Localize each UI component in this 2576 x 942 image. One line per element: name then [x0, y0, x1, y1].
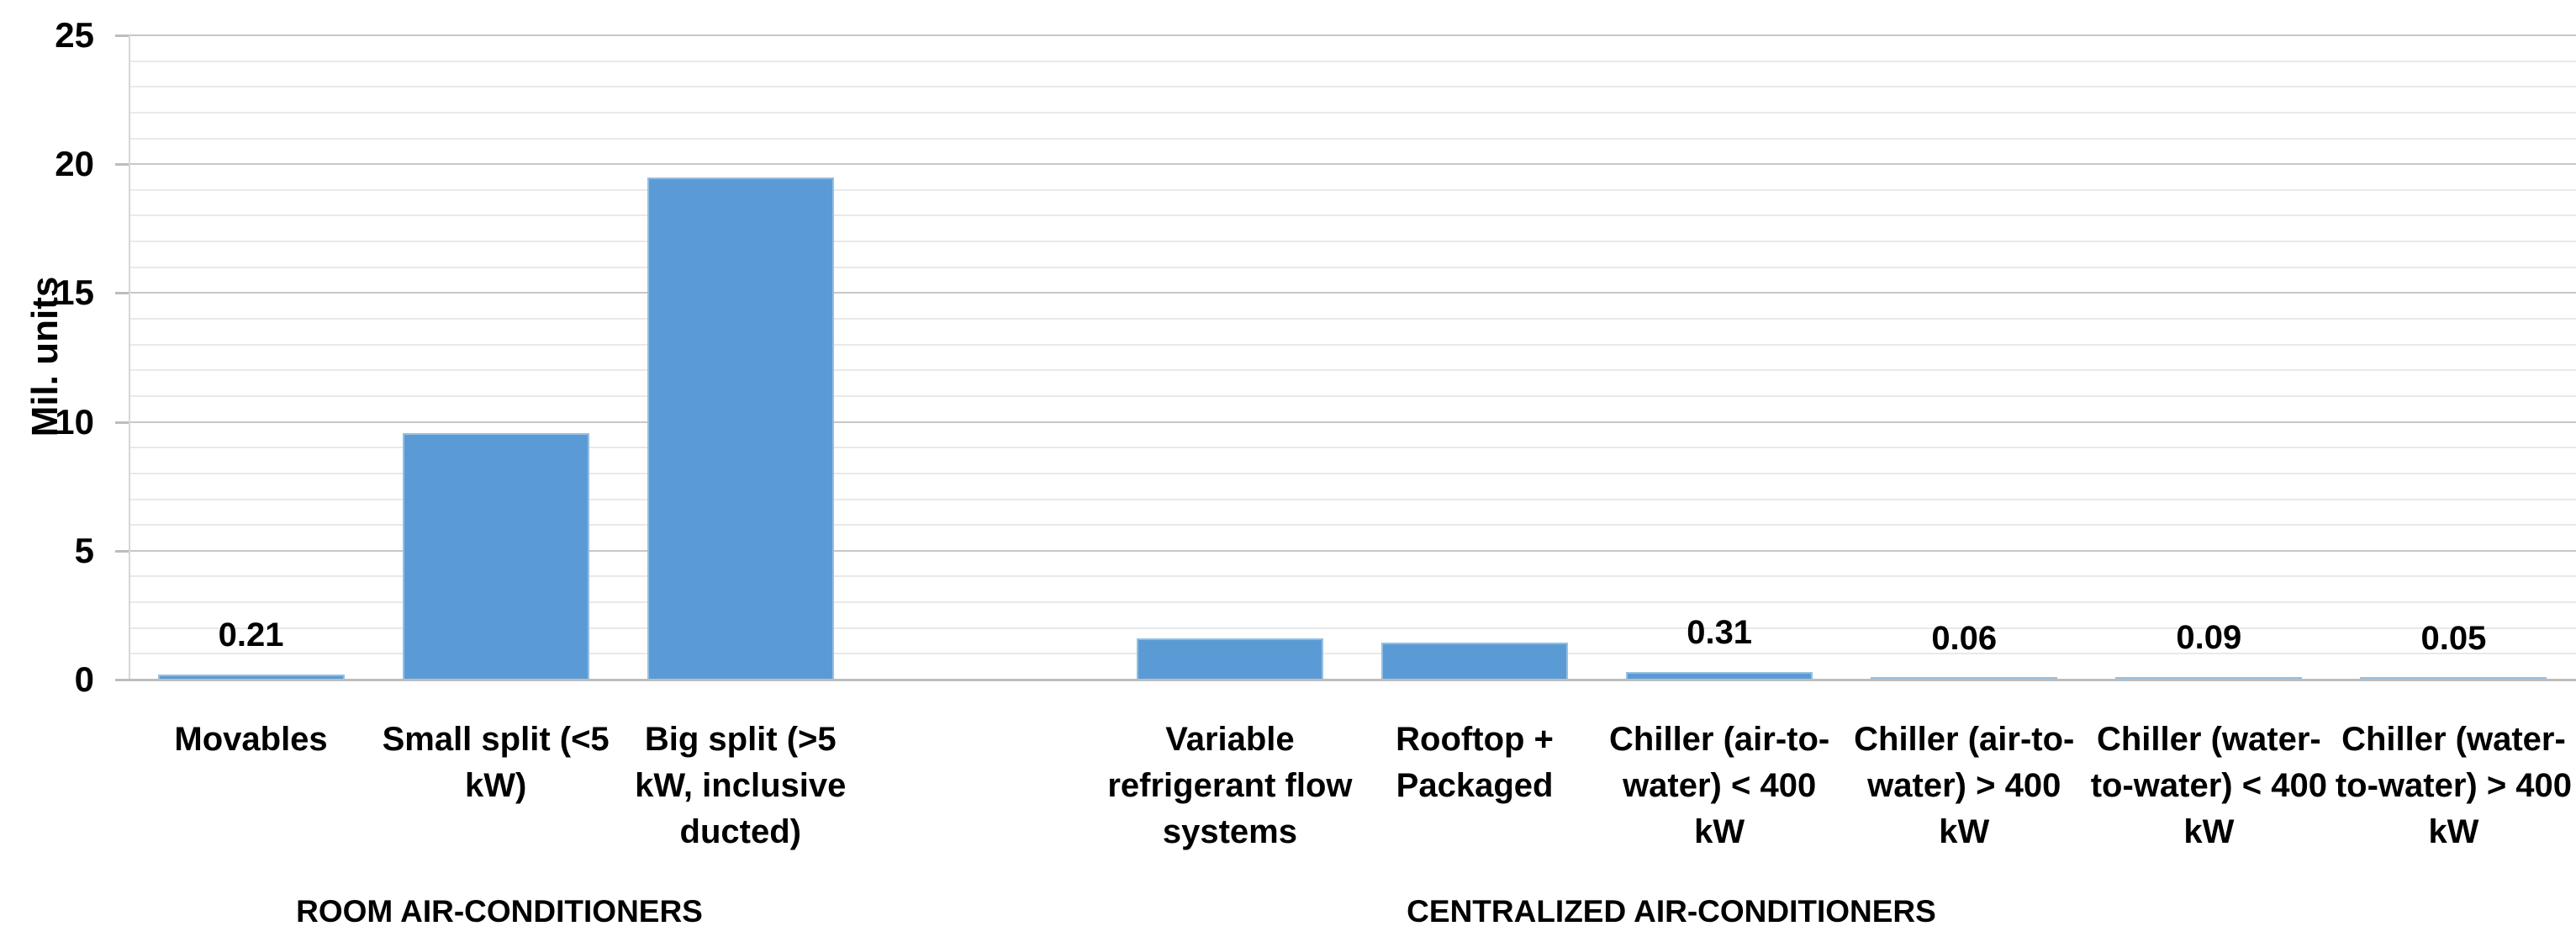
- gridline-minor: [129, 447, 2576, 449]
- gridline-minor: [129, 188, 2576, 191]
- y-tick-label: 15: [55, 273, 94, 313]
- x-category-label-line: Chiller (air-to-: [1854, 721, 2075, 758]
- x-category-label-line: kW: [1939, 813, 1990, 850]
- x-category-label-line: ducted): [679, 813, 801, 850]
- x-category-label-line: Big split (>5: [644, 721, 837, 758]
- x-category-label: Chiller (air-to-water) > 400 kW: [1838, 717, 2090, 855]
- bar-data-label: 0.21: [218, 616, 284, 654]
- x-category-label-line: Chiller (air-to-: [1609, 721, 1830, 758]
- x-category-label-line: Packaged: [1396, 767, 1554, 804]
- x-category-label-line: systems: [1162, 813, 1297, 850]
- y-tick-label: 25: [55, 15, 94, 55]
- gridline-minor: [129, 318, 2576, 320]
- gridline-minor: [129, 601, 2576, 604]
- bar: [647, 177, 834, 680]
- bar: [1381, 642, 1569, 680]
- x-category-label-line: water) < 400: [1623, 767, 1817, 804]
- gridline-major: [129, 292, 2576, 294]
- x-category-label-line: kW: [2183, 813, 2235, 850]
- x-category-label-line: Variable: [1165, 721, 1295, 758]
- x-category-label: Big split (>5 kW, inclusive ducted): [615, 717, 867, 855]
- gridline-minor: [129, 627, 2576, 629]
- gridline-minor: [129, 369, 2576, 372]
- x-category-label: Chiller (water-to-water) > 400 kW: [2327, 717, 2576, 855]
- gridline-minor: [129, 343, 2576, 346]
- bar: [2360, 677, 2547, 680]
- gridline-major: [129, 34, 2576, 36]
- y-tick-mark: [115, 679, 129, 681]
- x-category-label-line: Chiller (water-: [2096, 721, 2321, 758]
- x-category-label-line: water) > 400: [1867, 767, 2061, 804]
- bar-data-label: 0.06: [1931, 620, 1998, 658]
- x-category-label-line: to-water) > 400: [2335, 767, 2573, 804]
- gridline-major: [129, 421, 2576, 423]
- bar: [1626, 671, 1813, 680]
- gridline-major: [129, 163, 2576, 166]
- group-label-centralized-air-conditioners: CENTRALIZED AIR-CONDITIONERS: [1407, 894, 1936, 929]
- bar: [1136, 638, 1323, 680]
- y-tick-label: 0: [74, 659, 94, 699]
- y-tick-label: 10: [55, 401, 94, 442]
- x-category-label: Chiller (water-to-water) < 400 kW: [2082, 717, 2335, 855]
- gridline-minor: [129, 653, 2576, 655]
- gridline-minor: [129, 498, 2576, 500]
- y-tick-label: 20: [55, 144, 94, 184]
- gridline-minor: [129, 111, 2576, 114]
- x-category-label-line: refrigerant flow: [1107, 767, 1353, 804]
- bar-data-label: 0.09: [2176, 619, 2242, 657]
- y-axis-line: [129, 35, 130, 680]
- gridline-minor: [129, 86, 2576, 88]
- x-category-label-line: kW: [2428, 813, 2479, 850]
- x-category-label: Small split (<5 kW): [370, 717, 622, 809]
- bar: [402, 433, 589, 680]
- x-category-label: Chiller (air-to-water) < 400 kW: [1593, 717, 1845, 855]
- y-tick-mark: [115, 163, 129, 167]
- gridline-major: [129, 549, 2576, 552]
- x-category-label-line: kW, inclusive: [635, 767, 847, 804]
- x-category-label-line: Chiller (water-: [2341, 721, 2566, 758]
- gridline-minor: [129, 575, 2576, 578]
- y-tick-label: 5: [74, 530, 94, 570]
- bar-data-label: 0.05: [2420, 620, 2487, 658]
- gridline-minor: [129, 137, 2576, 140]
- gridline-minor: [129, 524, 2576, 527]
- x-category-label-line: Small split (<5: [382, 721, 610, 758]
- gridline-minor: [129, 266, 2576, 268]
- x-category-label-line: kW): [464, 767, 527, 804]
- x-category-label-line: kW: [1694, 813, 1745, 850]
- x-category-label: Rooftop + Packaged: [1349, 717, 1601, 809]
- gridline-minor: [129, 394, 2576, 397]
- x-axis-line: [115, 679, 2576, 681]
- x-category-label: Variable refrigerant flow systems: [1104, 717, 1356, 855]
- gridline-minor: [129, 241, 2576, 243]
- y-tick-mark: [115, 549, 129, 553]
- x-category-label: Movables: [125, 717, 377, 763]
- y-tick-mark: [115, 292, 129, 295]
- y-tick-mark: [115, 34, 129, 37]
- x-category-label-line: Movables: [174, 721, 328, 758]
- gridline-minor: [129, 214, 2576, 217]
- group-label-room-air-conditioners: ROOM AIR-CONDITIONERS: [296, 894, 703, 929]
- y-tick-mark: [115, 421, 129, 424]
- bar: [2115, 677, 2303, 680]
- x-category-label-line: to-water) < 400: [2090, 767, 2327, 804]
- gridline-minor: [129, 60, 2576, 62]
- x-category-label-line: Rooftop +: [1396, 721, 1554, 758]
- bar: [1871, 677, 2058, 680]
- bar: [157, 674, 345, 680]
- gridline-minor: [129, 472, 2576, 474]
- bar-data-label: 0.31: [1687, 613, 1753, 651]
